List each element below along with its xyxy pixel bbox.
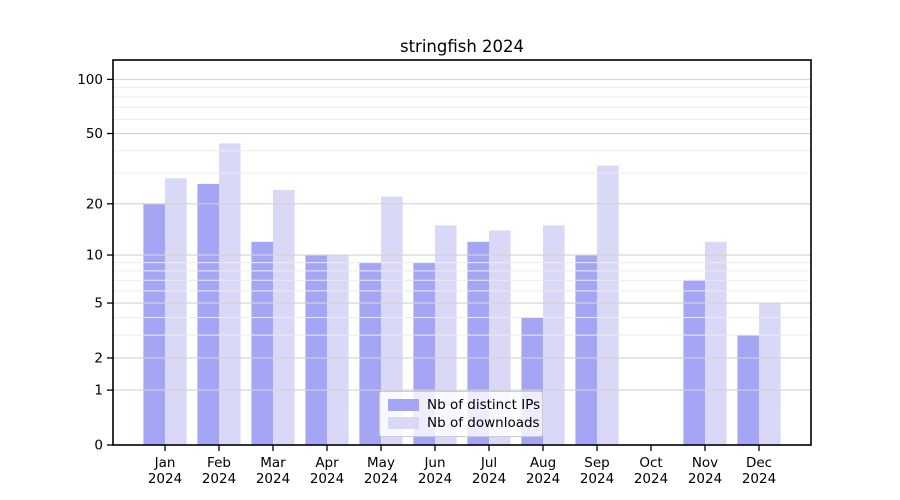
legend: Nb of distinct IPs Nb of downloads (379, 391, 543, 437)
x-tick-label-year: 2024 (472, 471, 506, 487)
bar (705, 241, 727, 445)
x-tick-label-year: 2024 (634, 471, 668, 487)
chart-title: stringfish 2024 (399, 37, 525, 56)
x-tick-label-year: 2024 (310, 471, 344, 487)
y-tick-label: 20 (86, 196, 103, 212)
y-tick-label: 100 (77, 72, 103, 88)
x-tick-label-month: Mar (260, 455, 286, 471)
x-tick-label-year: 2024 (526, 471, 560, 487)
y-tick-label: 2 (94, 350, 103, 366)
y-tick-label: 10 (86, 248, 103, 264)
x-tick-label-month: Apr (315, 455, 339, 471)
y-tick-label: 0 (94, 438, 103, 454)
x-tick-label-month: Sep (584, 455, 609, 471)
bar (359, 262, 381, 445)
bar (575, 255, 597, 445)
x-tick-label-month: Oct (639, 455, 662, 471)
x-tick-label-year: 2024 (418, 471, 452, 487)
x-tick-label-year: 2024 (742, 471, 776, 487)
y-tick-label: 1 (94, 383, 103, 399)
bar (165, 178, 187, 446)
legend-item-downloads: Nb of downloads (388, 415, 540, 431)
x-tick-label-month: Jun (423, 455, 445, 471)
x-tick-label-year: 2024 (688, 471, 722, 487)
bar (327, 255, 349, 445)
x-tick-label-month: Jul (480, 455, 497, 471)
x-tick-label-year: 2024 (148, 471, 182, 487)
x-tick-label-year: 2024 (256, 471, 290, 487)
plot-border (112, 59, 812, 446)
x-tick-label-month: Feb (207, 455, 231, 471)
bar (597, 165, 619, 445)
bar (197, 183, 219, 445)
x-tick-label-month: Aug (530, 455, 556, 471)
x-tick-label-year: 2024 (580, 471, 614, 487)
legend-swatch-downloads (388, 417, 419, 429)
bar (759, 303, 781, 445)
x-tick-label-month: Jan (154, 455, 176, 471)
y-tick-label: 50 (86, 126, 103, 142)
bar (143, 203, 165, 445)
x-tick-label-month: Nov (692, 455, 718, 471)
bar (381, 196, 403, 445)
legend-item-distinct-ips: Nb of distinct IPs (388, 397, 540, 413)
y-tick-label: 5 (94, 296, 103, 312)
x-tick-label-year: 2024 (202, 471, 236, 487)
bar (683, 280, 705, 445)
legend-label-distinct-ips: Nb of distinct IPs (427, 397, 541, 413)
x-tick-label-year: 2024 (364, 471, 398, 487)
bar (219, 143, 241, 445)
legend-label-downloads: Nb of downloads (427, 415, 540, 431)
bar (251, 241, 273, 445)
legend-swatch-distinct-ips (388, 399, 419, 411)
x-tick-label-month: May (367, 455, 395, 471)
bar (305, 255, 327, 445)
x-tick-label-month: Dec (746, 455, 772, 471)
